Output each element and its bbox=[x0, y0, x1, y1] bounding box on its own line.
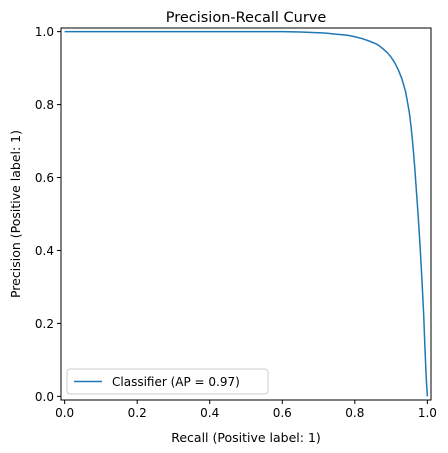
legend-label: Classifier (AP = 0.97) bbox=[112, 375, 240, 389]
x-tick-label: 0.2 bbox=[128, 406, 147, 420]
series-layer bbox=[64, 30, 429, 397]
y-tick-label: 0.6 bbox=[35, 171, 54, 185]
y-tick-label: 0.2 bbox=[35, 317, 54, 331]
x-tick-label: 0.6 bbox=[273, 406, 292, 420]
y-tick-label: 0.8 bbox=[35, 98, 54, 112]
y-tick-label: 1.0 bbox=[35, 25, 54, 39]
x-tick-label: 1.0 bbox=[418, 406, 437, 420]
plot-frame bbox=[60, 27, 432, 401]
x-tick-label: 0.4 bbox=[200, 406, 219, 420]
x-tick-label: 0.0 bbox=[55, 406, 74, 420]
legend-box bbox=[66, 368, 269, 395]
series-line bbox=[64, 30, 429, 397]
x-axis: 0.0 0.2 0.4 0.6 0.8 1.0 bbox=[55, 400, 437, 420]
y-tick-label: 0.0 bbox=[35, 390, 54, 404]
y-tick-label: 0.4 bbox=[35, 244, 54, 258]
x-tick-label: 0.8 bbox=[345, 406, 364, 420]
x-axis-label: Recall (Positive label: 1) bbox=[171, 430, 321, 445]
legend: Classifier (AP = 0.97) bbox=[66, 368, 269, 395]
y-axis: 0.0 0.2 0.4 0.6 0.8 1.0 bbox=[35, 25, 61, 404]
chart-title: Precision-Recall Curve bbox=[166, 10, 327, 26]
y-axis-label: Precision (Positive label: 1) bbox=[8, 130, 23, 298]
